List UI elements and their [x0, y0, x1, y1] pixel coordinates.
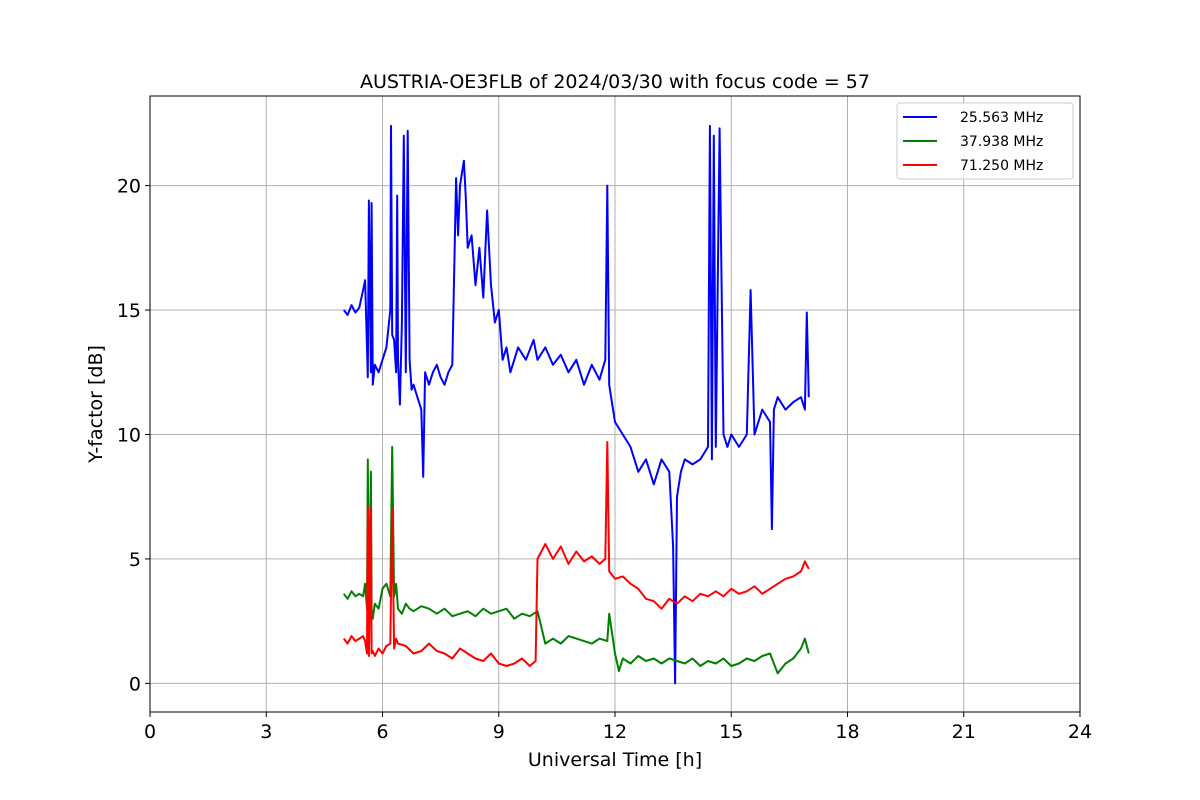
x-tick-label: 0 — [144, 721, 156, 743]
series-line-0 — [343, 124, 810, 685]
series-group — [343, 124, 810, 685]
y-tick-label: 15 — [117, 300, 141, 322]
x-tick-label: 3 — [260, 721, 272, 743]
x-tick-label: 9 — [493, 721, 505, 743]
x-tick-label: 21 — [952, 721, 976, 743]
x-tick-label: 12 — [603, 721, 627, 743]
chart-title: AUSTRIA-OE3FLB of 2024/03/30 with focus … — [360, 71, 870, 93]
legend-label: 37.938 MHz — [960, 134, 1043, 150]
x-tick-label: 24 — [1068, 721, 1092, 743]
x-tick-label: 6 — [376, 721, 388, 743]
series-line-2 — [343, 441, 810, 667]
x-axis-label: Universal Time [h] — [528, 749, 702, 771]
y-tick-label: 5 — [129, 549, 141, 571]
legend-box — [896, 102, 1074, 180]
y-tick-label: 0 — [129, 673, 141, 695]
y-tick-label: 20 — [117, 176, 141, 198]
y-tick-label: 10 — [117, 424, 141, 446]
x-tick-label: 18 — [835, 721, 859, 743]
legend: 25.563 MHz 37.938 MHz 71.250 MHz — [896, 102, 1074, 180]
y-axis-label: Y-factor [dB] — [85, 345, 107, 464]
legend-label: 25.563 MHz — [960, 110, 1043, 126]
ticks: 0 3 6 9 12 15 18 21 24 0 5 10 15 20 — [117, 176, 1092, 743]
legend-label: 71.250 MHz — [960, 158, 1043, 174]
series-line-1 — [343, 445, 810, 675]
x-tick-label: 15 — [719, 721, 743, 743]
